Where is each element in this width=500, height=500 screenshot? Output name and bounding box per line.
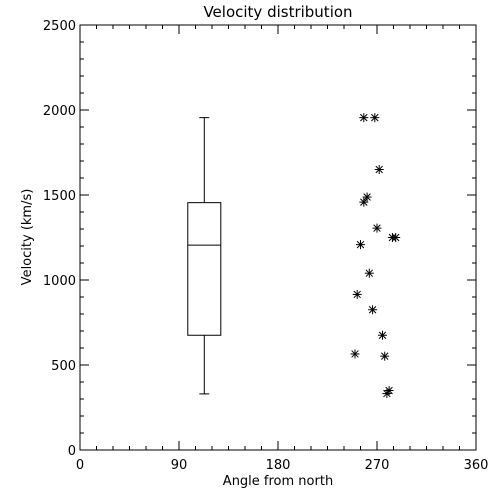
data-point [352,289,362,299]
x-tick-label: 180 [266,458,291,473]
y-tick-label: 1000 [43,274,76,289]
asterisk-stroke [383,389,391,398]
y-axis-label: Velocity (km/s) [20,189,35,286]
data-point [359,197,369,207]
asterisk-stroke [368,306,377,314]
data-point [364,268,374,278]
y-tick-label: 2500 [43,19,76,34]
data-point [391,233,401,242]
asterisk-stroke [375,165,383,174]
asterisk-stroke [371,113,379,122]
boxplot [187,117,222,395]
x-tick-label: 360 [464,458,489,473]
y-tick-label: 2000 [43,104,76,119]
data-point [359,113,369,123]
y-tick-label: 0 [68,444,76,459]
data-point [362,192,372,202]
data-point [380,351,390,361]
asterisk-stroke [351,350,359,358]
asterisk-stroke [363,193,371,201]
y-tick-label: 1500 [43,189,76,204]
boxplot-box [187,202,222,336]
chart-title: Velocity distribution [203,3,352,21]
data-point [378,330,387,340]
x-axis-label: Angle from north [223,474,333,489]
data-point [368,305,378,315]
x-tick-label: 270 [365,458,390,473]
scatter-points [350,113,401,399]
asterisk-stroke [356,240,365,249]
data-point [372,223,382,233]
data-point [356,240,365,250]
asterisk-stroke [360,198,368,206]
x-tick-label: 0 [76,458,84,473]
data-point [350,349,360,359]
data-point [374,165,384,174]
data-point [370,113,380,123]
plot-frame [79,24,477,451]
data-point [382,389,392,399]
axes: 0 90 180 270 360 0 500 1000 1500 2000 2500 [43,19,489,473]
asterisk-stroke [391,233,400,242]
asterisk-stroke [378,331,387,339]
y-tick-label: 500 [51,359,76,374]
asterisk-stroke [365,269,374,277]
asterisk-stroke [373,224,381,232]
asterisk-stroke [353,290,361,299]
asterisk-stroke [380,352,389,360]
x-tick-label: 90 [171,458,188,473]
asterisk-stroke [360,113,368,122]
